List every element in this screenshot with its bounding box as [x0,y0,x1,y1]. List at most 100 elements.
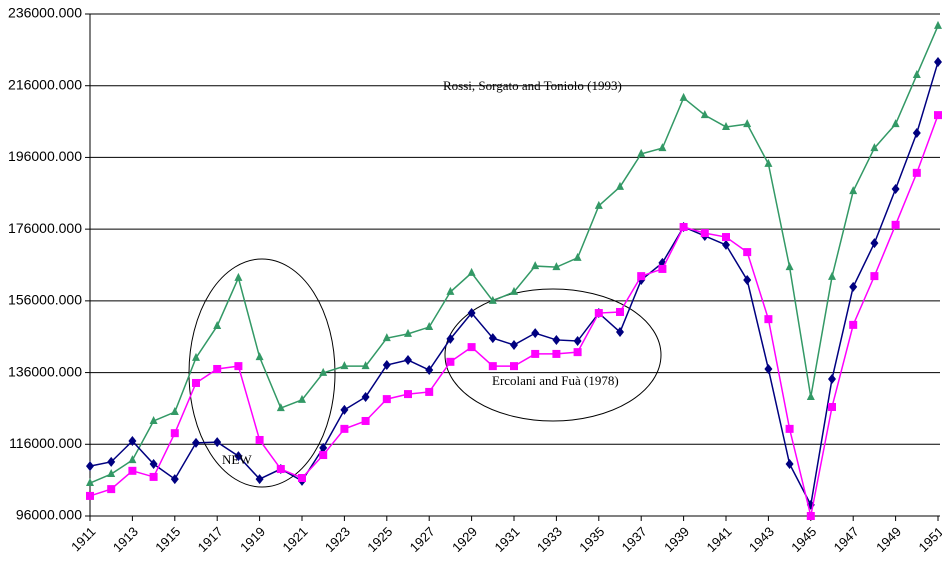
marker [86,478,94,487]
marker [488,295,497,304]
marker [912,69,921,78]
marker [552,262,561,271]
marker [891,183,900,194]
marker [404,390,412,399]
marker [446,357,455,366]
marker [573,336,582,347]
marker [806,512,815,520]
marker [298,473,306,482]
marker [255,474,264,485]
marker [552,349,561,358]
marker [361,391,370,402]
marker [128,466,137,475]
marker [382,360,391,371]
marker [128,436,137,447]
marker [806,391,815,400]
marker [637,272,646,281]
x-tick-label: 1919 [237,524,268,555]
marker [870,238,879,249]
marker [170,429,179,438]
marker [425,365,434,376]
x-tick-label: 1943 [746,524,777,555]
x-tick-label: 1937 [619,524,650,555]
marker [510,286,518,295]
marker [870,143,879,152]
marker [404,328,412,337]
x-tick-label: 1925 [364,524,395,555]
marker [361,361,370,370]
marker [276,465,285,474]
x-tick-label: 1951 [915,524,942,555]
marker [170,474,179,485]
marker [616,307,624,316]
marker [849,320,858,329]
x-tick-label: 1927 [407,524,438,555]
marker [488,333,497,344]
marker [149,415,158,424]
x-tick-label: 1929 [449,524,480,555]
x-tick-label: 1921 [279,524,310,555]
marker [128,455,137,464]
x-tick-label: 1911 [68,524,98,554]
annotation: Ercolani and Fuà (1978) [492,373,619,388]
y-tick-label: 236000.000 [8,5,82,21]
marker [637,148,646,157]
y-tick-label: 216000.000 [8,76,82,92]
marker [107,456,116,467]
marker [828,271,836,280]
x-tick-label: 1913 [110,524,141,555]
marker [340,361,349,370]
marker [86,461,94,472]
marker [531,349,540,358]
marker [382,395,391,404]
marker [467,267,476,276]
marker [192,437,200,448]
marker [298,394,306,403]
marker [510,362,518,371]
marker [213,437,222,448]
marker [425,387,434,396]
marker [319,367,328,376]
marker [785,459,794,470]
x-tick-label: 1923 [322,524,353,555]
marker [870,272,879,281]
marker [531,261,540,270]
marker [340,424,349,433]
marker [467,308,476,319]
marker [616,327,624,338]
marker [616,181,624,190]
marker [404,355,412,366]
marker [192,378,200,387]
marker [234,272,243,281]
y-tick-label: 96000.000 [16,507,82,523]
marker [552,334,561,345]
marker [192,352,200,361]
marker [213,320,222,329]
x-tick-label: 1941 [703,524,734,555]
marker [255,352,264,361]
x-tick-label: 1945 [788,524,819,555]
marker [934,111,942,120]
marker [255,435,264,444]
x-tick-label: 1939 [661,524,692,555]
highlight-ellipse [444,288,662,422]
marker [446,333,455,344]
marker [912,128,921,139]
marker [743,275,752,286]
marker [700,110,709,119]
highlight-ellipse [188,258,336,488]
marker [849,281,858,292]
y-tick-label: 176000.000 [8,220,82,236]
y-tick-label: 136000.000 [8,363,82,379]
marker [785,424,794,433]
marker [107,469,116,478]
marker [891,119,900,128]
marker [934,20,942,29]
marker [425,322,434,331]
marker [679,92,688,101]
marker [467,343,476,352]
marker [149,472,158,481]
marker [764,315,773,324]
series-line [89,25,939,484]
